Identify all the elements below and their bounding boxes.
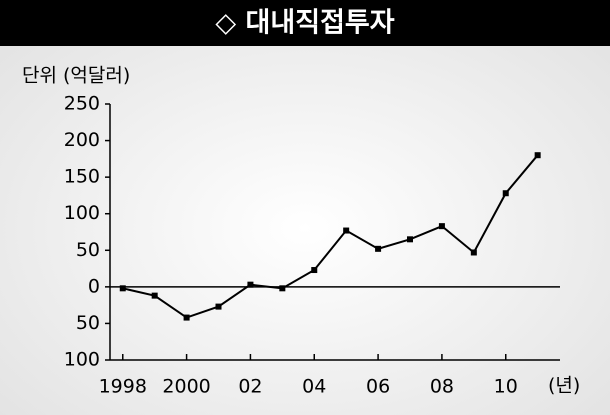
x-tick-label: 1998	[99, 376, 147, 398]
x-tick-label: 2000	[162, 376, 210, 398]
y-tick-label: 150	[64, 166, 100, 188]
data-point	[151, 292, 158, 299]
data-point	[438, 223, 445, 230]
data-point	[119, 285, 126, 292]
data-point	[215, 303, 222, 310]
x-tick-label: 02	[238, 376, 262, 398]
x-tick-label: 10	[494, 376, 518, 398]
data-point	[534, 152, 541, 159]
data-point	[311, 267, 318, 274]
y-tick-label: 50	[76, 312, 100, 334]
y-tick-label: 250	[64, 93, 100, 115]
x-tick-label: 08	[430, 376, 454, 398]
chart-title: ◇ 대내직접투자	[215, 8, 394, 39]
y-tick-label: 50	[76, 239, 100, 261]
data-point	[375, 245, 382, 252]
data-point	[502, 190, 509, 197]
data-point	[183, 314, 190, 321]
x-tick-label: 06	[366, 376, 390, 398]
y-axis-label: 단위 (억달러)	[22, 65, 130, 87]
data-point	[279, 285, 286, 292]
data-point	[343, 227, 350, 234]
y-tick-label: 200	[64, 129, 100, 151]
y-tick-label: 0	[88, 275, 100, 297]
y-tick-label: 100	[64, 202, 100, 224]
x-tick-label: 04	[302, 376, 326, 398]
x-axis-label: (년)	[548, 375, 580, 397]
data-point	[407, 236, 413, 243]
title-bar	[0, 0, 610, 46]
data-point	[247, 281, 254, 288]
y-tick-label: 100	[64, 349, 100, 371]
data-point	[470, 249, 477, 256]
data-line	[122, 154, 539, 319]
